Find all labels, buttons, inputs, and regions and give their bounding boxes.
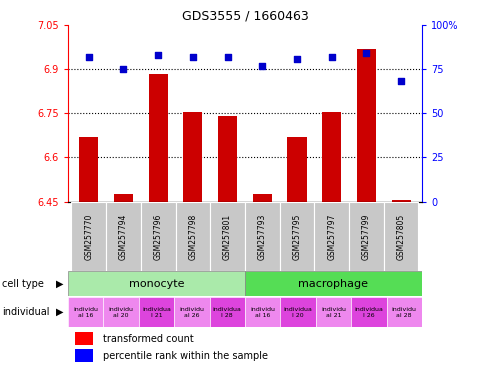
Point <box>292 55 300 61</box>
Point <box>396 78 404 84</box>
Bar <box>321 112 341 202</box>
Text: individual: individual <box>2 307 50 317</box>
Text: ▶: ▶ <box>56 278 63 289</box>
Bar <box>386 297 421 327</box>
Title: GDS3555 / 1660463: GDS3555 / 1660463 <box>181 9 308 22</box>
Bar <box>279 202 314 271</box>
Bar <box>106 202 140 271</box>
Bar <box>103 297 138 327</box>
Bar <box>315 297 350 327</box>
Text: GSM257795: GSM257795 <box>292 214 301 260</box>
Text: individu
al 20: individu al 20 <box>108 307 133 318</box>
Bar <box>252 194 271 202</box>
Text: individua
l 26: individua l 26 <box>354 307 382 318</box>
Bar <box>314 202 348 271</box>
Bar <box>148 74 167 202</box>
Text: individua
l 21: individua l 21 <box>142 307 170 318</box>
Text: individua
l 20: individua l 20 <box>283 307 312 318</box>
Point <box>362 50 369 56</box>
Text: individua
l 28: individua l 28 <box>212 307 241 318</box>
Point <box>154 52 162 58</box>
Text: GSM257793: GSM257793 <box>257 214 266 260</box>
Bar <box>140 202 175 271</box>
Text: individu
al 28: individu al 28 <box>391 307 416 318</box>
Point <box>327 54 335 60</box>
Bar <box>280 297 315 327</box>
Bar <box>356 48 375 202</box>
Text: GSM257794: GSM257794 <box>119 214 128 260</box>
Text: cell type: cell type <box>2 278 44 289</box>
Bar <box>183 112 202 202</box>
Text: individu
al 26: individu al 26 <box>179 307 204 318</box>
Bar <box>75 349 92 362</box>
Bar <box>138 297 174 327</box>
Bar <box>174 297 209 327</box>
Text: percentile rank within the sample: percentile rank within the sample <box>103 351 268 361</box>
Text: GSM257797: GSM257797 <box>327 214 335 260</box>
Text: GSM257770: GSM257770 <box>84 214 93 260</box>
Point <box>85 54 92 60</box>
Point <box>223 54 231 60</box>
Bar <box>244 271 421 296</box>
Bar <box>350 297 386 327</box>
Bar <box>71 202 106 271</box>
Text: individu
al 16: individu al 16 <box>73 307 98 318</box>
Bar <box>391 200 410 202</box>
Bar <box>348 202 383 271</box>
Bar <box>210 202 244 271</box>
Text: GSM257799: GSM257799 <box>361 214 370 260</box>
Bar <box>244 202 279 271</box>
Text: monocyte: monocyte <box>128 278 184 289</box>
Bar <box>114 194 133 202</box>
Text: GSM257805: GSM257805 <box>396 214 405 260</box>
Bar <box>218 116 237 202</box>
Text: ▶: ▶ <box>56 307 63 317</box>
Bar <box>68 297 103 327</box>
Bar <box>79 137 98 202</box>
Bar <box>244 297 280 327</box>
Bar <box>68 271 244 296</box>
Point <box>189 54 197 60</box>
Bar <box>75 332 92 345</box>
Text: transformed count: transformed count <box>103 334 194 344</box>
Point <box>120 66 127 72</box>
Bar <box>175 202 210 271</box>
Text: GSM257798: GSM257798 <box>188 214 197 260</box>
Bar <box>209 297 244 327</box>
Text: GSM257796: GSM257796 <box>153 214 162 260</box>
Bar <box>383 202 418 271</box>
Text: GSM257801: GSM257801 <box>223 214 231 260</box>
Text: individu
al 16: individu al 16 <box>250 307 274 318</box>
Text: individu
al 21: individu al 21 <box>320 307 345 318</box>
Text: macrophage: macrophage <box>298 278 368 289</box>
Point <box>258 63 266 69</box>
Bar <box>287 137 306 202</box>
